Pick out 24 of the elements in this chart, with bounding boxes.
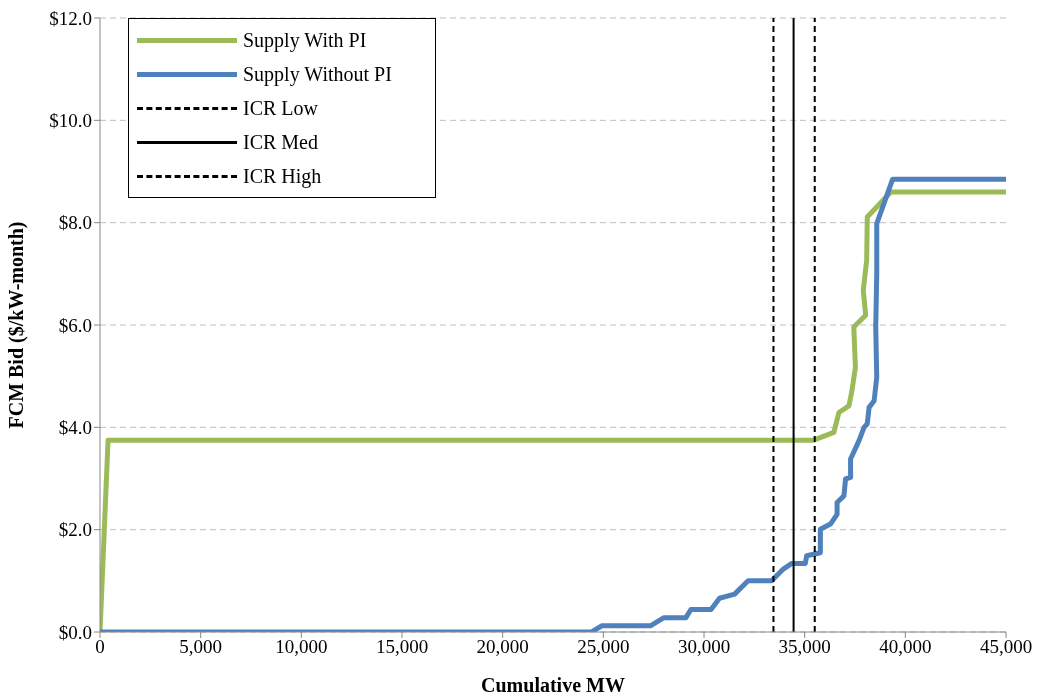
x-tick-label: 40,000 [879,636,932,658]
y-tick-label: $0.0 [58,621,92,643]
legend-label: ICR Low [243,96,318,120]
y-tick-label: $6.0 [58,314,92,336]
y-tick-label: $8.0 [58,212,92,234]
y-tick-label: $12.0 [49,7,92,29]
legend-label: Supply Without PI [243,62,392,86]
x-tick-label: 45,000 [979,636,1033,658]
x-tick-label: 20,000 [476,636,529,658]
legend-label: ICR High [243,164,322,188]
x-axis-title: Cumulative MW [481,674,625,696]
y-axis-title: FCM Bid ($/kW-month) [5,221,29,429]
x-tick-label: 35,000 [778,636,831,658]
legend-label: Supply With PI [243,28,367,52]
x-tick-label: 25,000 [577,636,630,658]
y-tick-label: $4.0 [58,417,92,439]
x-tick-label: 10,000 [275,636,328,658]
y-tick-label: $10.0 [49,110,92,132]
x-tick-label: 5,000 [179,636,223,658]
x-tick-label: 15,000 [375,636,429,658]
legend-label: ICR Med [243,130,318,154]
y-tick-label: $2.0 [58,519,92,541]
x-tick-label: 30,000 [677,636,731,658]
x-tick-label: 0 [95,636,105,658]
